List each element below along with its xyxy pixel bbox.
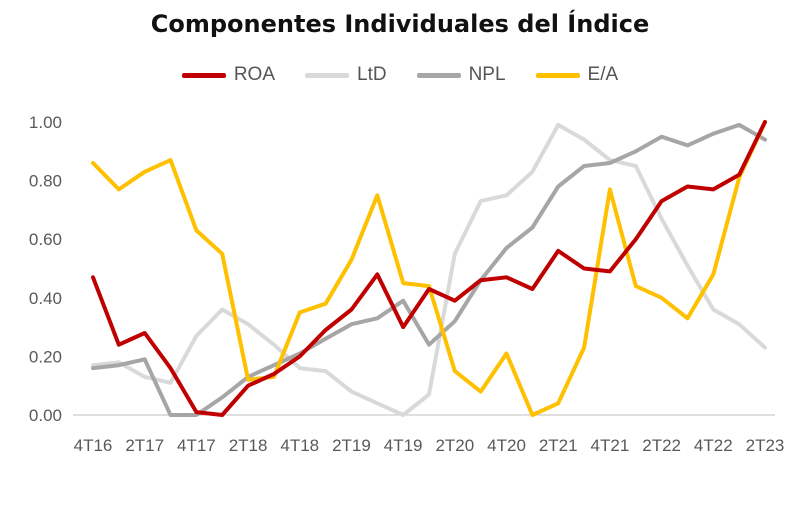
legend-swatch (535, 72, 580, 78)
x-tick-label: 4T21 (591, 436, 630, 455)
legend-label: ROA (233, 64, 275, 85)
x-tick-label: 4T19 (384, 436, 423, 455)
x-tick-label: 2T19 (332, 436, 371, 455)
x-tick-label: 4T22 (694, 436, 733, 455)
x-tick-label: 2T22 (642, 436, 681, 455)
legend-label: E/A (587, 64, 619, 85)
legend-swatch (305, 72, 349, 78)
legend-label: LtD (357, 64, 387, 85)
legend: ROA LtD NPL E/A (0, 64, 800, 86)
x-tick-label: 4T16 (74, 436, 113, 455)
y-tick-label: 0.80 (29, 172, 62, 191)
legend-item-ltd: LtD (305, 64, 387, 86)
y-tick-label: 0.40 (29, 289, 62, 308)
legend-item-e-a: E/A (535, 64, 619, 86)
y-tick-label: 1.00 (29, 113, 62, 132)
x-tick-label: 2T18 (229, 436, 268, 455)
series-line-npl (91, 122, 767, 417)
legend-swatch (416, 72, 461, 78)
x-tick-label: 4T18 (280, 436, 319, 455)
x-tick-label: 4T20 (487, 436, 526, 455)
x-tick-label: 4T17 (177, 436, 216, 455)
x-tick-label: 2T21 (539, 436, 578, 455)
y-tick-label: 0.20 (29, 347, 62, 366)
series-line-ltd (91, 122, 767, 417)
legend-item-npl: NPL (416, 64, 506, 86)
legend-item-roa: ROA (181, 64, 275, 86)
x-tick-label: 2T20 (435, 436, 474, 455)
legend-swatch (181, 72, 226, 78)
x-tick-label: 2T17 (125, 436, 164, 455)
series-line-roa (91, 120, 767, 417)
x-tick-label: 2T23 (746, 436, 785, 455)
y-tick-label: 0.00 (29, 406, 62, 425)
y-tick-label: 0.60 (29, 230, 62, 249)
chart-title: Componentes Individuales del Índice (150, 10, 650, 38)
series-line-e-a (91, 120, 767, 417)
legend-label: NPL (468, 64, 506, 85)
